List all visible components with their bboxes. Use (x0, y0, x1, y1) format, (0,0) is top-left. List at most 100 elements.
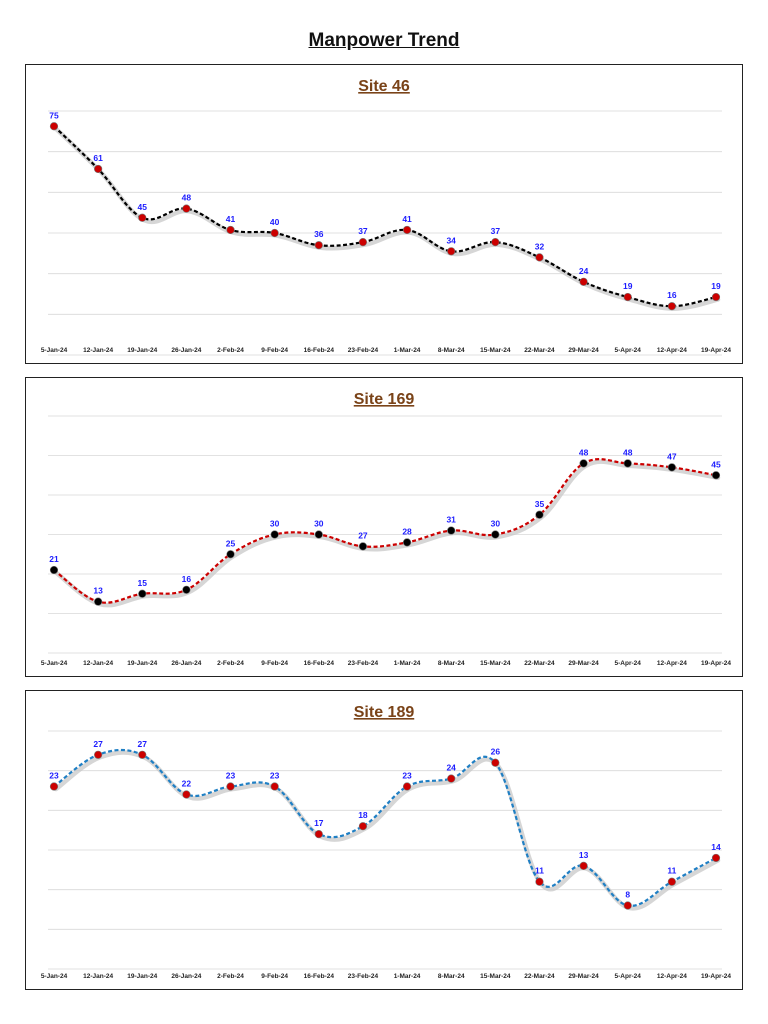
data-point (402, 782, 412, 791)
data-point (667, 463, 676, 472)
data-label: 27 (138, 739, 148, 749)
data-label: 48 (182, 193, 192, 203)
series-line-shadow (53, 459, 721, 608)
data-label: 23 (226, 771, 236, 781)
data-label: 8 (625, 890, 630, 900)
x-tick-label: 19-Jan-24 (127, 973, 157, 980)
data-point (138, 750, 147, 759)
data-point (358, 542, 368, 551)
x-tick-label: 23-Feb-24 (348, 347, 379, 354)
x-tick-label: 1-Mar-24 (394, 973, 421, 980)
x-tick-label: 5-Apr-24 (615, 660, 642, 667)
chart-title: Site 169 (354, 391, 415, 408)
line-chart-site-169: Site 169 5-Jan-24 12-Jan-24 19-Jan-24 26-Jan… (41, 391, 732, 667)
data-point (94, 164, 103, 174)
data-point (447, 526, 456, 535)
x-tick-label: 9-Feb-24 (261, 347, 288, 354)
data-point (667, 302, 676, 311)
data-point (491, 758, 500, 767)
x-tick-label: 29-Mar-24 (568, 660, 599, 667)
data-point (623, 459, 632, 468)
x-tick-label: 22-Mar-24 (524, 347, 555, 354)
data-point (579, 459, 588, 468)
x-tick-label: 2-Feb-24 (217, 973, 244, 980)
data-label: 11 (535, 866, 544, 876)
data-point (491, 238, 500, 247)
x-tick-label: 29-Mar-24 (568, 347, 599, 354)
data-point (94, 597, 103, 606)
x-tick-label: 12-Jan-24 (83, 973, 113, 980)
data-label: 30 (270, 519, 280, 529)
x-tick-label: 8-Mar-24 (438, 660, 465, 667)
x-tick-label: 22-Mar-24 (524, 973, 555, 980)
x-tick-label: 2-Feb-24 (217, 347, 244, 354)
x-tick-label: 9-Feb-24 (261, 973, 288, 980)
data-label: 37 (358, 226, 368, 236)
x-tick-label: 1-Mar-24 (394, 347, 421, 354)
x-tick-label: 15-Mar-24 (480, 660, 511, 667)
data-point (535, 510, 544, 519)
data-label: 26 (491, 747, 501, 757)
data-label: 24 (579, 266, 589, 276)
x-tick-label: 16-Feb-24 (304, 660, 335, 667)
data-point (270, 228, 279, 238)
page-title: Manpower Trend (308, 30, 460, 51)
data-label: 11 (667, 866, 676, 876)
x-tick-label: 19-Jan-24 (127, 347, 157, 354)
x-tick-label: 26-Jan-24 (171, 973, 201, 980)
data-label: 45 (138, 202, 148, 212)
data-point (447, 247, 456, 256)
x-tick-label: 23-Feb-24 (348, 973, 379, 980)
data-point (402, 225, 412, 235)
data-point (182, 790, 191, 799)
data-label: 16 (182, 574, 192, 584)
data-label: 27 (93, 739, 103, 749)
data-label: 23 (49, 771, 59, 781)
x-tick-label: 16-Feb-24 (304, 347, 335, 354)
data-point (270, 782, 279, 791)
data-point (711, 471, 721, 480)
x-tick-label: 19-Apr-24 (701, 660, 731, 667)
data-point (358, 238, 368, 247)
data-label: 35 (535, 499, 545, 509)
data-point (535, 253, 544, 262)
data-point (49, 782, 59, 791)
series-line-shadow (53, 750, 721, 911)
x-tick-label: 8-Mar-24 (438, 347, 465, 354)
data-point (49, 122, 59, 131)
data-label: 22 (182, 778, 192, 788)
data-point (226, 550, 235, 559)
data-label: 41 (226, 214, 236, 224)
data-point (711, 853, 721, 863)
data-label: 48 (623, 447, 633, 457)
data-point (491, 530, 500, 539)
data-point (182, 585, 191, 594)
x-tick-label: 2-Feb-24 (217, 660, 244, 667)
data-label: 13 (93, 586, 103, 596)
x-tick-label: 15-Mar-24 (480, 347, 511, 354)
data-point (623, 901, 632, 910)
data-label: 16 (667, 290, 677, 300)
chart-title: Site 189 (354, 704, 415, 721)
x-tick-label: 5-Jan-24 (41, 660, 68, 667)
data-label: 13 (579, 850, 589, 860)
data-label: 45 (711, 459, 721, 469)
data-label: 36 (314, 229, 324, 239)
x-tick-label: 26-Jan-24 (171, 660, 201, 667)
data-label: 15 (138, 578, 148, 588)
data-point (623, 292, 632, 302)
data-label: 18 (358, 810, 368, 820)
data-point (314, 530, 323, 539)
x-tick-label: 16-Feb-24 (304, 973, 335, 980)
data-label: 34 (446, 235, 456, 245)
series-line (53, 125, 717, 308)
x-tick-label: 12-Apr-24 (657, 973, 687, 980)
data-point (667, 877, 676, 886)
x-tick-label: 5-Jan-24 (41, 973, 68, 980)
data-point (358, 822, 368, 831)
data-label: 14 (711, 842, 721, 852)
data-point (49, 565, 59, 575)
data-label: 27 (358, 530, 368, 540)
x-tick-label: 19-Jan-24 (127, 660, 157, 667)
data-point (270, 530, 279, 539)
